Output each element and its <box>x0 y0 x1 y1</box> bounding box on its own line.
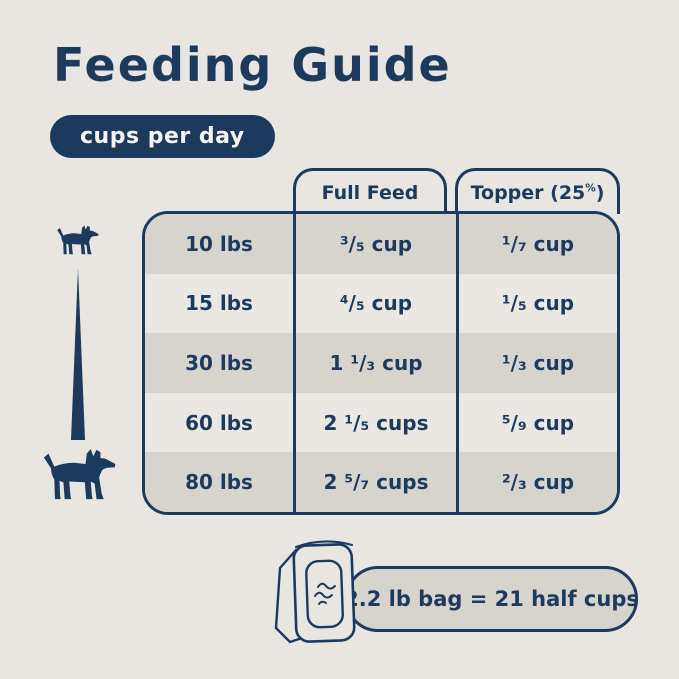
weight-cell: 80 lbs <box>145 452 293 512</box>
column-header-topper: Topper (25%) <box>455 168 620 214</box>
column-header-full-feed: Full Feed <box>293 168 447 214</box>
full-feed-cell: 2 ⁵/₇ cups <box>293 452 456 512</box>
size-scale-triangle-icon <box>71 268 85 440</box>
full-feed-cell: 1 ¹/₃ cup <box>293 333 456 393</box>
topper-cell: ¹/₇ cup <box>456 214 617 274</box>
weight-cell: 15 lbs <box>145 273 293 334</box>
full-feed-cell: 2 ¹/₅ cups <box>293 392 456 453</box>
weight-cell: 60 lbs <box>145 392 293 453</box>
kibble-bag-icon <box>274 540 356 644</box>
weight-cell: 30 lbs <box>145 333 293 393</box>
weight-cell: 10 lbs <box>145 214 293 274</box>
topper-cell: ²/₃ cup <box>456 452 617 512</box>
topper-cell: ¹/₅ cup <box>456 273 617 334</box>
bag-note-pill: 2.2 lb bag = 21 half cups <box>344 566 639 632</box>
topper-cell: ⁵/₉ cup <box>456 392 617 453</box>
topper-cell: ¹/₃ cup <box>456 333 617 393</box>
full-feed-cell: ³/₅ cup <box>293 214 456 274</box>
bag-note-text: 2.2 lb bag = 21 half cups <box>344 587 639 611</box>
full-feed-cell: ⁴/₅ cup <box>293 273 456 334</box>
small-dog-icon <box>57 225 99 255</box>
units-badge: cups per day <box>50 115 275 158</box>
column-header-topper-label: Topper (25%) <box>470 181 605 204</box>
column-header-full-feed-label: Full Feed <box>321 181 419 204</box>
feeding-table-body: 10 lbs ³/₅ cup ¹/₇ cup 15 lbs ⁴/₅ cup ¹/… <box>142 211 620 515</box>
feeding-table: Full Feed Topper (25%) 10 lbs ³/₅ cup ¹/… <box>142 168 620 515</box>
page-title: Feeding Guide <box>53 38 452 92</box>
large-dog-icon <box>43 449 116 500</box>
